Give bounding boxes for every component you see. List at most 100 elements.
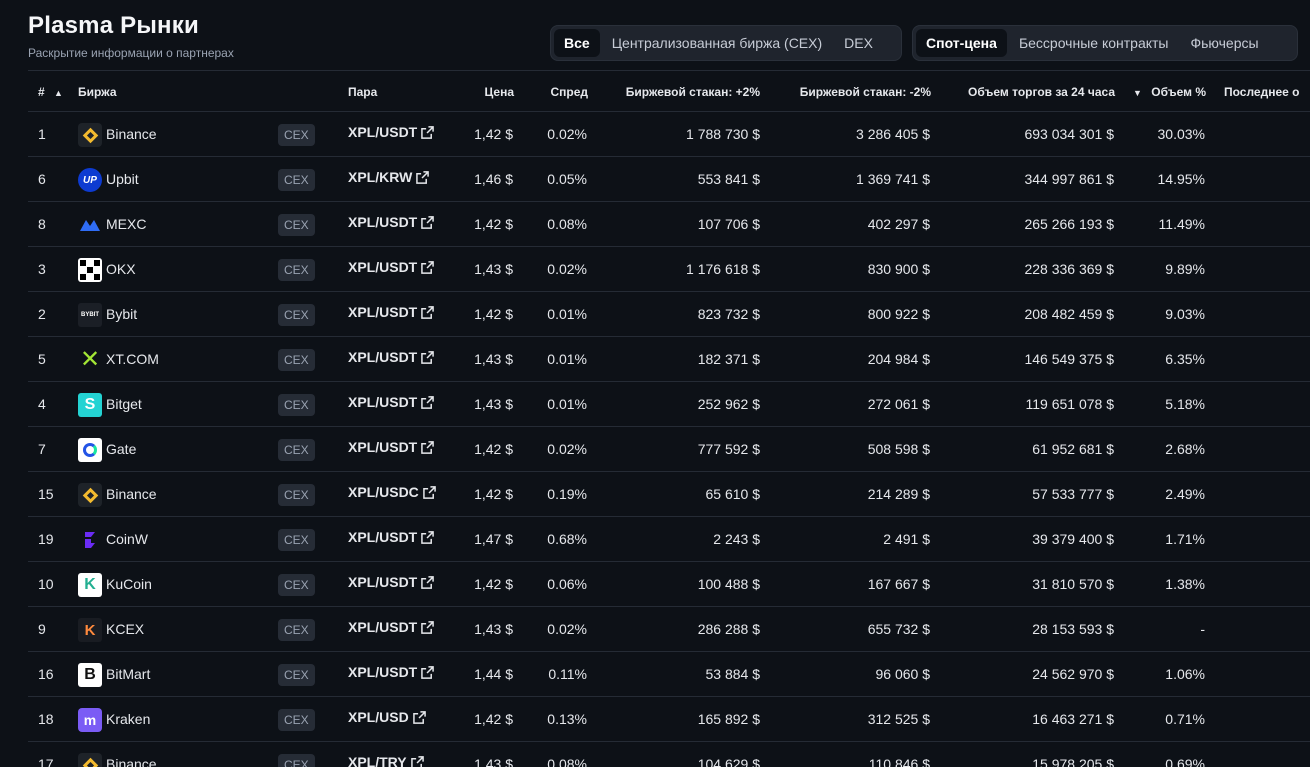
external-link-icon[interactable] (412, 710, 426, 724)
pair-link[interactable]: XPL/USDT (348, 664, 435, 680)
table-row[interactable]: 6 UP Upbit CEX XPL/KRW 1,46 $ 0.05% 553 … (28, 157, 1310, 202)
row-rank: 17 (38, 756, 54, 767)
table-row[interactable]: 3 OKX CEX XPL/USDT 1,43 $ 0.02% 1 176 61… (28, 247, 1310, 292)
col-updated-header[interactable]: Последнее о (1224, 85, 1300, 99)
external-link-icon[interactable] (421, 530, 435, 544)
exchange-type-badge: CEX (278, 394, 315, 416)
external-link-icon[interactable] (421, 125, 435, 139)
coinw-icon (78, 528, 102, 552)
binance-icon (78, 753, 102, 767)
row-rank: 7 (38, 441, 46, 457)
filter-spot-button[interactable]: Спот-цена (916, 29, 1007, 57)
col-volume-pct-header[interactable]: ▼ Объем % (1133, 85, 1206, 99)
partner-disclosure-link[interactable]: Раскрытие информации о партнерах (28, 46, 234, 60)
exchange-name[interactable]: KCEX (106, 621, 145, 637)
table-row[interactable]: 17 Binance CEX XPL/TRY 1,43 $ 0.08% 104 … (28, 742, 1310, 767)
exchange-name[interactable]: Bitget (106, 396, 142, 412)
exchange-name[interactable]: OKX (106, 261, 136, 277)
pair-link[interactable]: XPL/USDC (348, 484, 436, 500)
col-depth-minus-header[interactable]: Биржевой стакан: -2% (799, 85, 931, 99)
table-row[interactable]: 8 MEXC CEX XPL/USDT 1,42 $ 0.08% 107 706… (28, 202, 1310, 247)
volume-value: 61 952 681 $ (1032, 441, 1114, 457)
external-link-icon[interactable] (416, 170, 430, 184)
col-price-header[interactable]: Цена (484, 85, 514, 99)
external-link-icon[interactable] (421, 305, 435, 319)
pair-link[interactable]: XPL/USDT (348, 124, 435, 140)
filter-perpetual-button[interactable]: Бессрочные контракты (1018, 35, 1169, 51)
exchange-name[interactable]: Kraken (106, 711, 151, 727)
col-num-header[interactable]: # ▲ (38, 85, 63, 99)
pair-link[interactable]: XPL/USDT (348, 349, 435, 365)
bitget-icon: S (78, 393, 102, 417)
external-link-icon[interactable] (421, 260, 435, 274)
price-value: 1,42 $ (474, 126, 513, 142)
col-depth-plus-header[interactable]: Биржевой стакан: +2% (625, 85, 760, 99)
pair-link[interactable]: XPL/USDT (348, 259, 435, 275)
table-row[interactable]: 18 m Kraken CEX XPL/USD 1,42 $ 0.13% 165… (28, 697, 1310, 742)
external-link-icon[interactable] (421, 440, 435, 454)
pair-link[interactable]: XPL/USDT (348, 214, 435, 230)
pair-link[interactable]: XPL/KRW (348, 169, 430, 185)
col-spread-header[interactable]: Спред (550, 85, 588, 99)
pair-link[interactable]: XPL/USDT (348, 529, 435, 545)
external-link-icon[interactable] (421, 215, 435, 229)
external-link-icon[interactable] (421, 665, 435, 679)
volume-value: 344 997 861 $ (1024, 171, 1114, 187)
pair-link[interactable]: XPL/USDT (348, 439, 435, 455)
table-row[interactable]: 7 Gate CEX XPL/USDT 1,42 $ 0.02% 777 592… (28, 427, 1310, 472)
exchange-name[interactable]: Binance (106, 126, 157, 142)
table-row[interactable]: 9 K KCEX CEX XPL/USDT 1,43 $ 0.02% 286 2… (28, 607, 1310, 652)
pair-label: XPL/USDT (348, 304, 418, 320)
filter-futures-button[interactable]: Фьючерсы (1190, 35, 1259, 51)
external-link-icon[interactable] (421, 575, 435, 589)
filter-all-button[interactable]: Все (554, 29, 600, 57)
external-link-icon[interactable] (410, 755, 424, 767)
spread-value: 0.02% (547, 126, 587, 142)
filter-cex-button[interactable]: Централизованная биржа (CEX) (611, 35, 823, 51)
table-row[interactable]: 10 K KuCoin CEX XPL/USDT 1,42 $ 0.06% 10… (28, 562, 1310, 607)
volume-pct-value: 0.69% (1165, 756, 1205, 767)
exchange-name[interactable]: Bybit (106, 306, 138, 322)
exchange-name[interactable]: Gate (106, 441, 137, 457)
col-pair-header[interactable]: Пара (348, 85, 378, 99)
volume-value: 28 153 593 $ (1032, 621, 1114, 637)
external-link-icon[interactable] (422, 485, 436, 499)
col-exchange-header[interactable]: Биржа (78, 85, 117, 99)
exchange-name[interactable]: BitMart (106, 666, 151, 682)
volume-pct-value: 1.71% (1165, 531, 1205, 547)
table-row[interactable]: 16 B BitMart CEX XPL/USDT 1,44 $ 0.11% 5… (28, 652, 1310, 697)
volume-pct-value: 6.35% (1165, 351, 1205, 367)
exchange-name[interactable]: Binance (106, 486, 157, 502)
depth-plus-value: 286 288 $ (697, 621, 760, 637)
pair-link[interactable]: XPL/USDT (348, 304, 435, 320)
table-row[interactable]: 2 BYBIT Bybit CEX XPL/USDT 1,42 $ 0.01% … (28, 292, 1310, 337)
pair-link[interactable]: XPL/USDT (348, 574, 435, 590)
table-row[interactable]: 1 Binance CEX XPL/USDT 1,42 $ 0.02% 1 78… (28, 112, 1310, 157)
sort-asc-icon: ▲ (54, 88, 63, 98)
table-row[interactable]: 5 ✕ XT.COM CEX XPL/USDT 1,43 $ 0.01% 182… (28, 337, 1310, 382)
pair-label: XPL/USDT (348, 664, 418, 680)
price-value: 1,42 $ (474, 306, 513, 322)
exchange-name[interactable]: Upbit (106, 171, 139, 187)
col-volume-header[interactable]: Объем торгов за 24 часа (968, 85, 1115, 99)
exchange-name[interactable]: Binance (106, 756, 157, 767)
pair-link[interactable]: XPL/USD (348, 709, 426, 725)
spread-value: 0.02% (547, 261, 587, 277)
pair-link[interactable]: XPL/USDT (348, 394, 435, 410)
external-link-icon[interactable] (421, 350, 435, 364)
table-row[interactable]: 15 Binance CEX XPL/USDC 1,42 $ 0.19% 65 … (28, 472, 1310, 517)
table-row[interactable]: 19 CoinW CEX XPL/USDT 1,47 $ 0.68% 2 243… (28, 517, 1310, 562)
exchange-name[interactable]: XT.COM (106, 351, 159, 367)
volume-value: 39 379 400 $ (1032, 531, 1114, 547)
table-row[interactable]: 4 S Bitget CEX XPL/USDT 1,43 $ 0.01% 252… (28, 382, 1310, 427)
external-link-icon[interactable] (421, 395, 435, 409)
exchange-name[interactable]: CoinW (106, 531, 149, 547)
binance-icon (78, 483, 102, 507)
pair-link[interactable]: XPL/TRY (348, 754, 424, 767)
filter-dex-button[interactable]: DEX (844, 35, 873, 51)
exchange-name[interactable]: MEXC (106, 216, 147, 232)
exchange-name[interactable]: KuCoin (106, 576, 152, 592)
external-link-icon[interactable] (421, 620, 435, 634)
volume-value: 208 482 459 $ (1024, 306, 1114, 322)
pair-link[interactable]: XPL/USDT (348, 619, 435, 635)
